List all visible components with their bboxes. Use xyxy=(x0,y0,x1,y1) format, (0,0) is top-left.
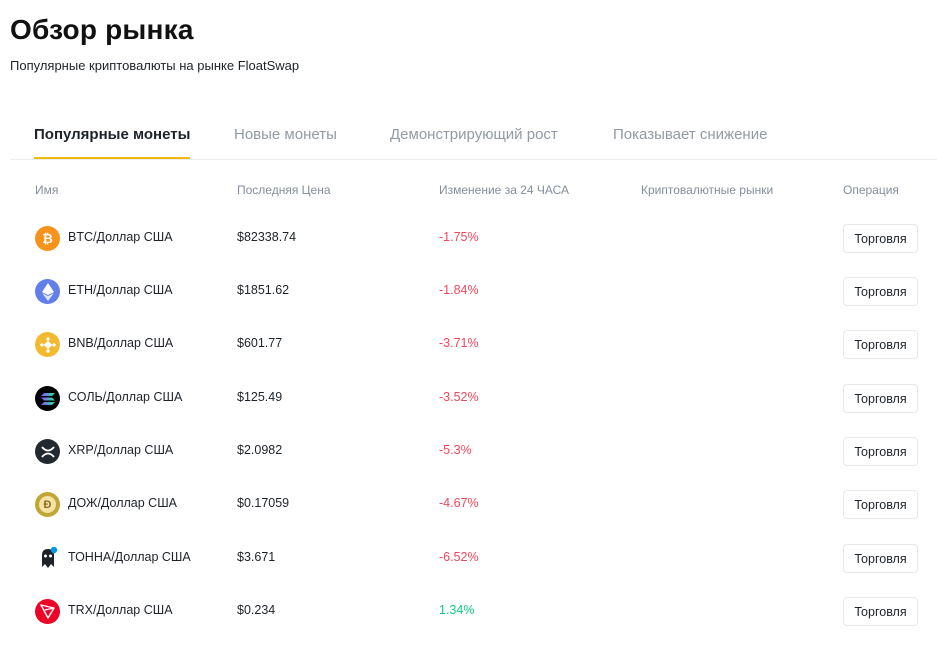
tab-losers[interactable]: Показывает снижение xyxy=(613,126,768,143)
tab-gainers[interactable]: Демонстрирующий рост xyxy=(390,126,558,143)
table-row: BNB/Доллар США $601.77 -3.71% Торговля xyxy=(0,318,937,371)
change-24h: -1.84% xyxy=(439,283,479,297)
last-price: $0.17059 xyxy=(237,496,290,510)
pair-label: XRP/Доллар США xyxy=(68,443,174,457)
ethereum-icon xyxy=(35,279,60,304)
last-price: $3.671 xyxy=(237,550,276,564)
xrp-icon xyxy=(35,439,60,464)
last-price: $125.49 xyxy=(237,390,283,404)
trade-button[interactable]: Торговля xyxy=(843,490,918,519)
table-row: ETH/Доллар США $1851.62 -1.84% Торговля xyxy=(0,265,937,318)
table-row: ₿ BTC/Доллар США $82338.74 -1.75% Торгов… xyxy=(0,212,937,265)
pair-label: СОЛЬ/Доллар США xyxy=(68,390,183,404)
column-header-name: Имя xyxy=(35,183,59,197)
change-24h: -6.52% xyxy=(439,550,479,564)
change-24h: -4.67% xyxy=(439,496,479,510)
market-tabs: Популярные монеты Новые монеты Демонстри… xyxy=(10,118,937,160)
tron-icon xyxy=(35,599,60,624)
last-price: $2.0982 xyxy=(237,443,283,457)
change-24h: -5.3% xyxy=(439,443,472,457)
pair-label: ДОЖ/Доллар США xyxy=(68,496,177,510)
last-price: $1851.62 xyxy=(237,283,290,297)
change-24h: -3.71% xyxy=(439,336,479,350)
pair-label: BNB/Доллар США xyxy=(68,336,174,350)
page-title: Обзор рынка xyxy=(10,14,194,45)
bitcoin-icon: ₿ xyxy=(35,226,60,251)
pair-label: BTC/Доллар США xyxy=(68,230,173,244)
pair-label: ТОННА/Доллар США xyxy=(68,550,191,564)
change-24h: 1.34% xyxy=(439,603,475,617)
solana-icon xyxy=(35,386,60,411)
column-header-operation: Операция xyxy=(843,183,899,197)
table-row: ТОННА/Доллар США $3.671 -6.52% Торговля xyxy=(0,532,937,585)
trade-button[interactable]: Торговля xyxy=(843,224,918,253)
last-price: $82338.74 xyxy=(237,230,297,244)
trade-button[interactable]: Торговля xyxy=(843,384,918,413)
bnb-icon xyxy=(35,332,60,357)
change-24h: -1.75% xyxy=(439,230,479,244)
column-header-last-price: Последняя Цена xyxy=(237,183,331,197)
table-row: TRX/Доллар США $0.234 1.34% Торговля xyxy=(0,585,937,638)
trade-button[interactable]: Торговля xyxy=(843,544,918,573)
pair-label: TRX/Доллар США xyxy=(68,603,173,617)
change-24h: -3.52% xyxy=(439,390,479,404)
column-header-markets: Криптовалютные рынки xyxy=(641,183,774,197)
table-row: Ð ДОЖ/Доллар США $0.17059 -4.67% Торговл… xyxy=(0,478,937,531)
column-header-24h-change: Изменение за 24 ЧАСА xyxy=(439,183,570,197)
dogecoin-icon: Ð xyxy=(35,492,60,517)
trade-button[interactable]: Торговля xyxy=(843,330,918,359)
toncoin-icon xyxy=(35,546,60,571)
pair-label: ETH/Доллар США xyxy=(68,283,173,297)
tab-popular-coins[interactable]: Популярные монеты xyxy=(34,126,191,159)
trade-button[interactable]: Торговля xyxy=(843,277,918,306)
page-subtitle: Популярные криптовалюты на рынке FloatSw… xyxy=(10,58,300,73)
table-row: XRP/Доллар США $2.0982 -5.3% Торговля xyxy=(0,425,937,478)
tab-new-coins[interactable]: Новые монеты xyxy=(234,126,337,143)
trade-button[interactable]: Торговля xyxy=(843,437,918,466)
last-price: $601.77 xyxy=(237,336,283,350)
trade-button[interactable]: Торговля xyxy=(843,597,918,626)
last-price: $0.234 xyxy=(237,603,276,617)
table-row: СОЛЬ/Доллар США $125.49 -3.52% Торговля xyxy=(0,372,937,425)
